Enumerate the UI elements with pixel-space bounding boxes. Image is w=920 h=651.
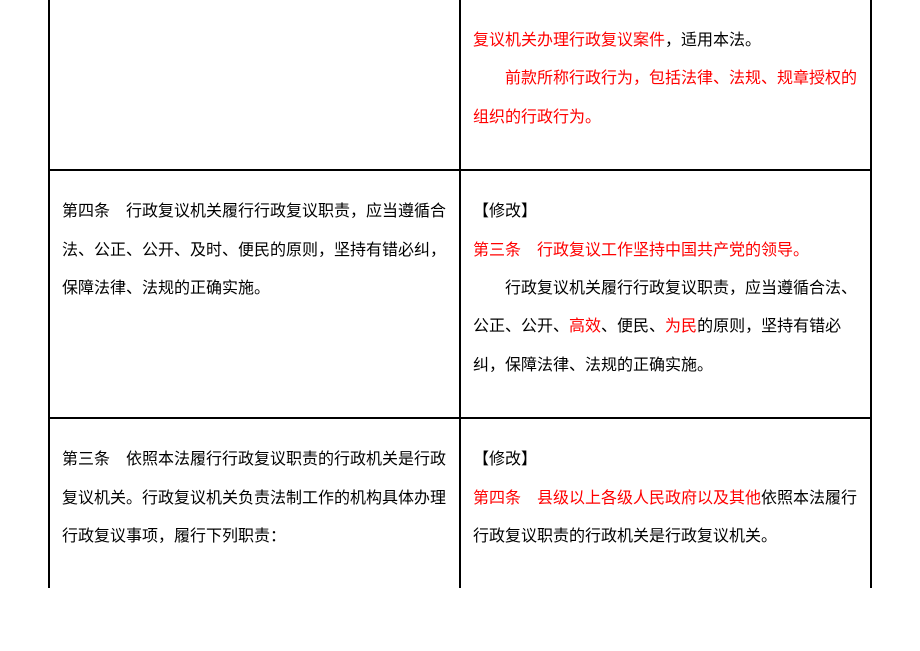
article-text: 第三条 依照本法履行行政复议职责的行政机关是行政复议机关。行政复议机关负责法制工… (62, 451, 446, 545)
document-container: 复议机关办理行政复议案件，适用本法。 前款所称行政行为，包括法律、法规、规章授权… (0, 0, 920, 588)
cell-left-0 (49, 0, 460, 170)
table-row: 第三条 依照本法履行行政复议职责的行政机关是行政复议机关。行政复议机关负责法制工… (49, 418, 871, 588)
cell-right-0: 复议机关办理行政复议案件，适用本法。 前款所称行政行为，包括法律、法规、规章授权… (460, 0, 871, 170)
modification-tag: 【修改】 (473, 441, 858, 479)
article-line: 第四条 县级以上各级人民政府以及其他依照本法履行行政复议职责的行政机关是行政复议… (473, 480, 858, 557)
cell-right-1: 【修改】 第三条 行政复议工作坚持中国共产党的领导。 行政复议机关履行行政复议职… (460, 170, 871, 418)
cell-left-1: 第四条 行政复议机关履行行政复议职责，应当遵循合法、公正、公开、及时、便民的原则… (49, 170, 460, 418)
table-row: 复议机关办理行政复议案件，适用本法。 前款所称行政行为，包括法律、法规、规章授权… (49, 0, 871, 170)
paragraph: 前款所称行政行为，包括法律、法规、规章授权的组织的行政行为。 (473, 60, 858, 137)
comparison-table: 复议机关办理行政复议案件，适用本法。 前款所称行政行为，包括法律、法规、规章授权… (48, 0, 872, 588)
article-line: 第三条 行政复议工作坚持中国共产党的领导。 (473, 232, 858, 270)
article-text: 第四条 行政复议机关履行行政复议职责，应当遵循合法、公正、公开、及时、便民的原则… (62, 203, 446, 297)
cell-left-2: 第三条 依照本法履行行政复议职责的行政机关是行政复议机关。行政复议机关负责法制工… (49, 418, 460, 588)
modification-tag: 【修改】 (473, 193, 858, 231)
cell-right-2: 【修改】 第四条 县级以上各级人民政府以及其他依照本法履行行政复议职责的行政机关… (460, 418, 871, 588)
table-row: 第四条 行政复议机关履行行政复议职责，应当遵循合法、公正、公开、及时、便民的原则… (49, 170, 871, 418)
text-segment: 复议机关办理行政复议案件，适用本法。 (473, 32, 761, 49)
paragraph: 行政复议机关履行行政复议职责，应当遵循合法、公正、公开、高效、便民、为民的原则，… (473, 270, 858, 385)
